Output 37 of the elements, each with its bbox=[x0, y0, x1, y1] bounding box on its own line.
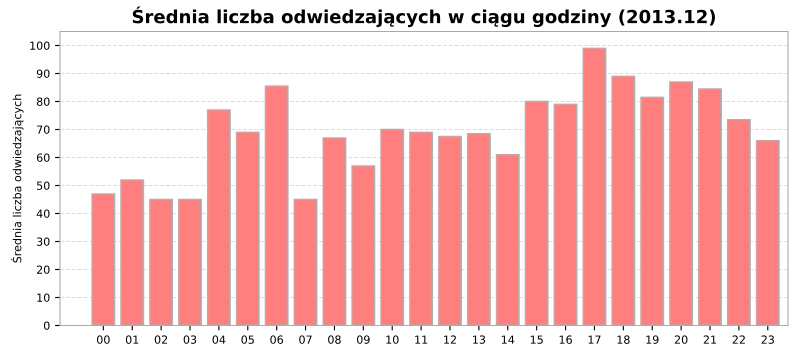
x-tick-label: 20 bbox=[674, 335, 688, 344]
y-tick-label: 80 bbox=[36, 97, 50, 106]
x-tick-label: 01 bbox=[126, 335, 138, 344]
x-tick-label: 18 bbox=[617, 335, 630, 344]
x-tick-label: 11 bbox=[415, 336, 428, 344]
x-tick-label: 19 bbox=[646, 335, 659, 344]
x-tick-label: 16 bbox=[560, 335, 572, 344]
x-tick-label: 04 bbox=[212, 335, 226, 344]
x-tick-label: 22 bbox=[732, 335, 745, 344]
x-tick-label: 15 bbox=[530, 336, 543, 344]
x-tick-label: 05 bbox=[241, 335, 254, 344]
x-tick-label: 23 bbox=[762, 335, 774, 344]
x-tick-label: 12 bbox=[444, 335, 456, 344]
y-axis-title: Średnia liczba odwiedzających bbox=[10, 94, 24, 263]
y-tick-label: 40 bbox=[36, 209, 50, 218]
x-tick-label: 03 bbox=[184, 335, 196, 344]
x-tick-label: 02 bbox=[154, 335, 168, 344]
chart-title: Średnia liczba odwiedzających w ciągu godziny (2013.12) bbox=[132, 6, 715, 28]
y-tick-label: 10 bbox=[37, 293, 50, 302]
x-tick-label: 10 bbox=[386, 335, 399, 344]
x-tick-label: 13 bbox=[473, 335, 486, 344]
x-tick-label: 06 bbox=[270, 335, 284, 344]
y-tick-label: 70 bbox=[37, 125, 50, 134]
x-tick-label: 08 bbox=[328, 335, 341, 344]
y-tick-label: 100 bbox=[30, 41, 50, 50]
x-tick-label: 00 bbox=[96, 335, 110, 344]
x-tick-label: 09 bbox=[356, 335, 370, 344]
y-tick-label: 0 bbox=[44, 321, 50, 330]
y-tick-label: 60 bbox=[36, 153, 50, 162]
y-tick-label: 20 bbox=[36, 265, 50, 274]
y-tick-label: 50 bbox=[36, 181, 50, 190]
x-tick-label: 17 bbox=[588, 336, 601, 344]
y-tick-label: 30 bbox=[36, 237, 50, 246]
x-tick-label: 21 bbox=[704, 335, 716, 344]
y-tick-label: 90 bbox=[36, 69, 50, 78]
x-tick-label: 14 bbox=[502, 336, 514, 344]
x-tick-label: 07 bbox=[299, 335, 312, 344]
